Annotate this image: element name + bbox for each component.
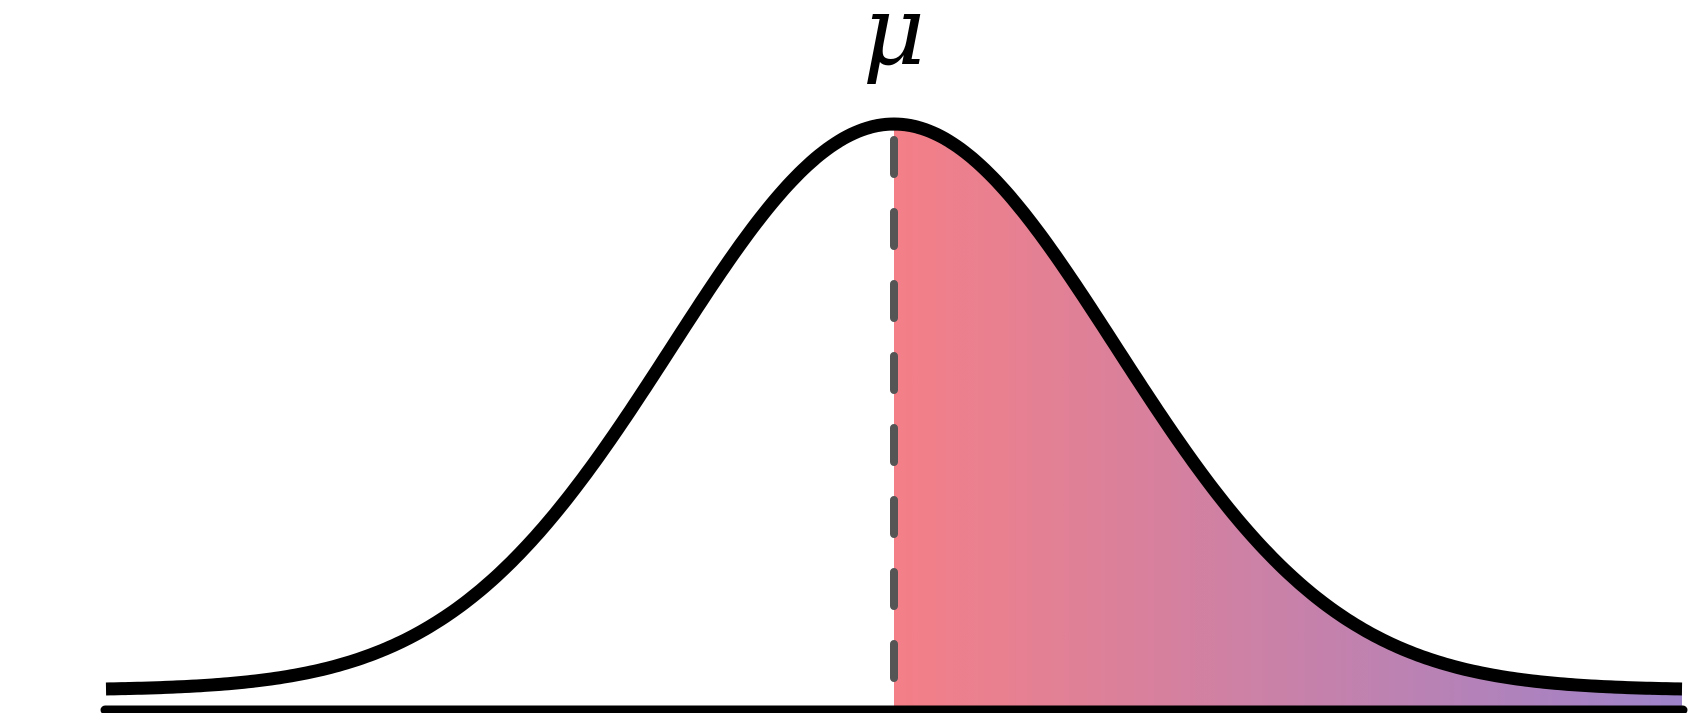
bell-curve	[103, 117, 1685, 696]
mean-label-mu: μ	[863, 0, 925, 87]
shaded-right-half-area	[894, 124, 1682, 710]
